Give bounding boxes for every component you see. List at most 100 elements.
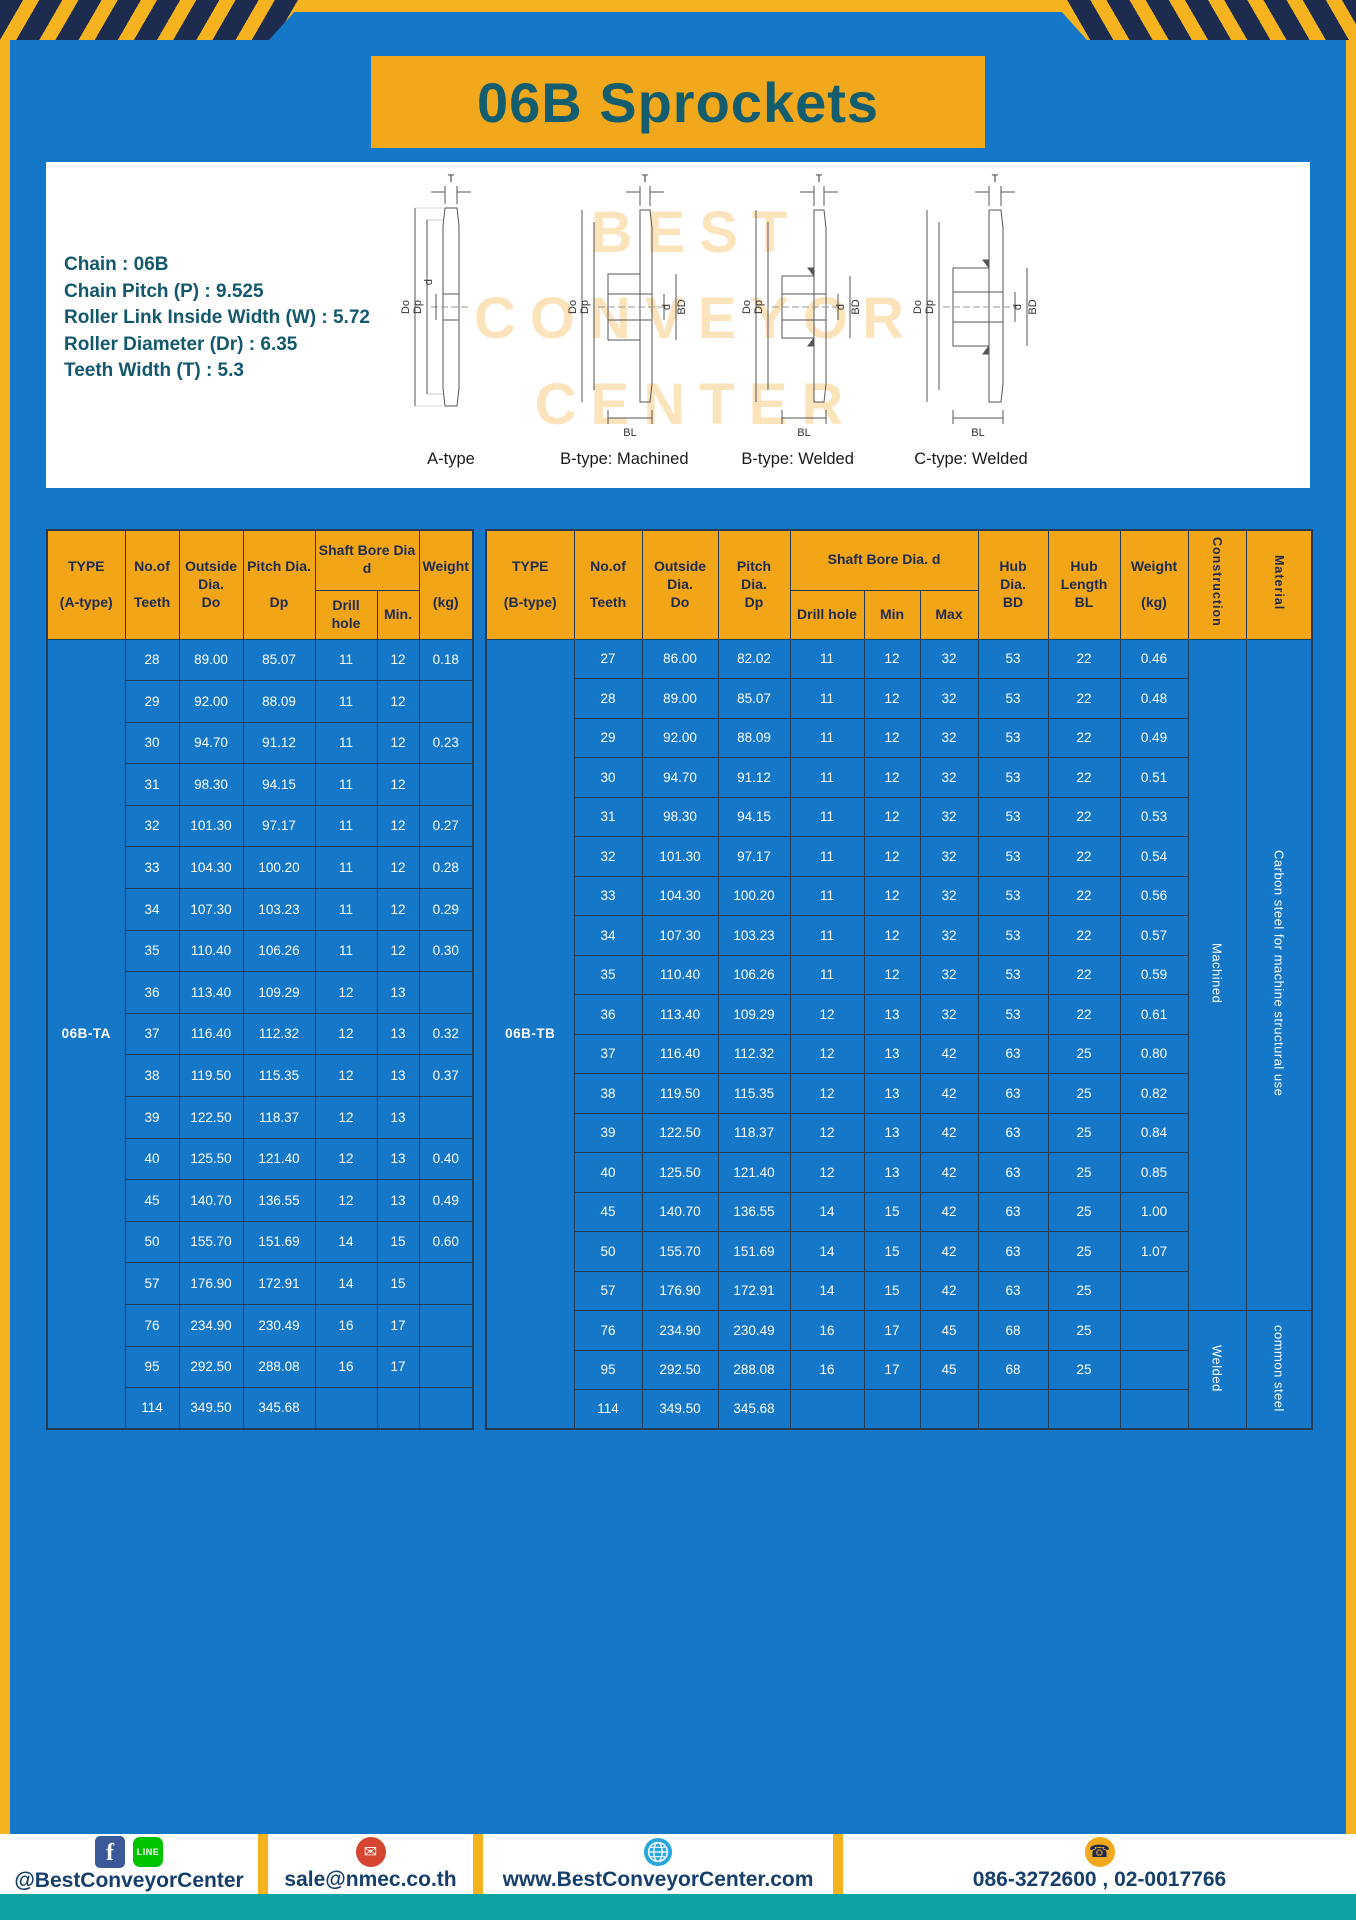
data-cell: 32 xyxy=(124,804,180,848)
data-cell: 109.29 xyxy=(717,994,791,1035)
data-cell: 32 xyxy=(919,678,979,719)
data-cell: 63 xyxy=(977,1270,1049,1311)
data-cell: 101.30 xyxy=(178,804,244,848)
data-cell: 36 xyxy=(573,994,643,1035)
dim-label-bd: BD xyxy=(1027,299,1039,314)
data-cell: 0.57 xyxy=(1119,915,1189,956)
table-row: 36 113.40 109.29 12 13 32 53 22 0.61 xyxy=(486,994,1312,1035)
data-cell: 12 xyxy=(863,954,921,995)
data-cell: 345.68 xyxy=(242,1387,316,1430)
table-row: 37 116.40 112.32 12 13 0.32 xyxy=(47,1012,474,1056)
data-cell: 22 xyxy=(1047,757,1121,798)
data-cell: 45 xyxy=(919,1349,979,1390)
table-row: 50 155.70 151.69 14 15 42 63 25 1.07 xyxy=(486,1231,1312,1272)
data-cell: 13 xyxy=(376,1179,420,1222)
data-cell: 11 xyxy=(789,836,865,877)
data-cell: 1.07 xyxy=(1119,1231,1189,1272)
data-cell: 103.23 xyxy=(717,915,791,956)
dim-label-bd: BD xyxy=(676,299,688,314)
data-cell: 32 xyxy=(573,836,643,877)
data-cell: 292.50 xyxy=(178,1345,244,1389)
data-cell: 89.00 xyxy=(641,678,719,719)
data-cell: 53 xyxy=(977,757,1049,798)
col-header-outside-dia: Outside Dia. Do xyxy=(178,529,244,640)
data-cell: 22 xyxy=(1047,954,1121,995)
data-cell: 25 xyxy=(1047,1073,1121,1114)
data-cell: 349.50 xyxy=(178,1387,244,1430)
table-row: 45 140.70 136.55 12 13 0.49 xyxy=(47,1179,474,1222)
data-cell: 122.50 xyxy=(641,1112,719,1153)
table-row: 76 234.90 230.49 16 17 45 68 25 Welded common ste… xyxy=(486,1310,1313,1430)
table-row: 31 98.30 94.15 11 12 32 53 22 0.53 xyxy=(486,796,1312,837)
data-cell: 345.68 xyxy=(717,1389,791,1430)
data-cell: 116.40 xyxy=(641,1033,719,1074)
footer-divider xyxy=(833,1834,843,1894)
data-cell xyxy=(1119,1349,1189,1390)
data-cell: 0.51 xyxy=(1119,757,1189,798)
data-cell: 0.61 xyxy=(1119,994,1189,1035)
data-cell: 11 xyxy=(789,757,865,798)
data-cell: 53 xyxy=(977,875,1049,916)
construction-header-label: Construction xyxy=(1210,537,1225,628)
dim-label-t: T xyxy=(992,173,999,185)
data-cell: 140.70 xyxy=(178,1179,244,1222)
data-cell: 11 xyxy=(314,888,378,931)
data-cell: 107.30 xyxy=(178,888,244,931)
footer-email-section: ✉ sale@nmec.co.th xyxy=(268,1834,473,1894)
data-cell: 50 xyxy=(573,1231,643,1272)
data-cell: 349.50 xyxy=(641,1389,719,1430)
data-cell: 0.49 xyxy=(1119,717,1189,758)
data-cell: 25 xyxy=(1047,1112,1121,1153)
data-cell: 136.55 xyxy=(717,1191,791,1232)
dim-label-dp: Dp xyxy=(579,300,591,314)
data-cell: 17 xyxy=(863,1310,921,1351)
col-header-max: Max xyxy=(919,589,979,640)
spec-line: Roller Diameter (Dr) : 6.35 xyxy=(64,333,298,355)
data-cell: 63 xyxy=(977,1112,1049,1153)
data-cell: 57 xyxy=(573,1270,643,1311)
hazard-stripe-top-right xyxy=(1051,0,1356,40)
table-row: 33 104.30 100.20 11 12 32 53 22 0.56 xyxy=(486,875,1312,916)
data-cell: 176.90 xyxy=(641,1270,719,1311)
table-row: 35 110.40 106.26 11 12 32 53 22 0.59 xyxy=(486,954,1312,995)
globe-icon xyxy=(643,1837,673,1867)
data-cell: 0.30 xyxy=(418,929,474,973)
website-text: www.BestConveyorCenter.com xyxy=(502,1867,814,1891)
data-cell: 12 xyxy=(376,804,420,848)
data-cell: 11 xyxy=(789,954,865,995)
data-cell: 12 xyxy=(376,721,420,765)
data-cell: 45 xyxy=(124,1179,180,1222)
data-cell: 22 xyxy=(1047,796,1121,837)
data-cell: 53 xyxy=(977,994,1049,1035)
data-cell: 76 xyxy=(573,1310,643,1351)
dim-label-do: Do xyxy=(567,300,579,314)
data-cell: 110.40 xyxy=(178,929,244,973)
material-value: Carbon steel for machine structural use xyxy=(1271,850,1287,1097)
data-cell: 16 xyxy=(314,1345,378,1389)
hazard-stripe-top-left xyxy=(0,0,305,40)
data-cell: 32 xyxy=(919,638,979,679)
table-row: 39 122.50 118.37 12 13 42 63 25 0.84 xyxy=(486,1112,1312,1153)
phone-glyph: ☎ xyxy=(1088,1841,1111,1861)
data-cell: 12 xyxy=(863,875,921,916)
phone-numbers: 086-3272600 , 02-0017766 xyxy=(972,1867,1227,1891)
data-cell: 14 xyxy=(789,1191,865,1232)
data-cell: 97.17 xyxy=(242,804,316,848)
data-cell xyxy=(789,1389,865,1430)
data-cell xyxy=(418,763,474,806)
table-row: 31 98.30 94.15 11 12 xyxy=(47,763,474,806)
data-cell: 53 xyxy=(977,678,1049,719)
col-header-min: Min. xyxy=(376,589,420,640)
table-row: 06B-TA 28 89.00 85.07 11 12 0.18 xyxy=(46,638,474,1430)
chain-specs: Chain : 06B Chain Pitch (P) : 9.525 Roller… xyxy=(64,252,370,385)
data-cell: 12 xyxy=(863,638,921,679)
bottom-teal-strip xyxy=(0,1894,1356,1920)
table-row: 57 176.90 172.91 14 15 xyxy=(47,1262,474,1305)
data-cell: 0.60 xyxy=(418,1220,474,1264)
data-cell: 12 xyxy=(314,1012,378,1056)
data-cell: 11 xyxy=(789,875,865,916)
data-cell: 0.48 xyxy=(1119,678,1189,719)
data-cell xyxy=(418,680,474,723)
data-cell: 136.55 xyxy=(242,1179,316,1222)
dim-label-d: d xyxy=(661,304,673,310)
